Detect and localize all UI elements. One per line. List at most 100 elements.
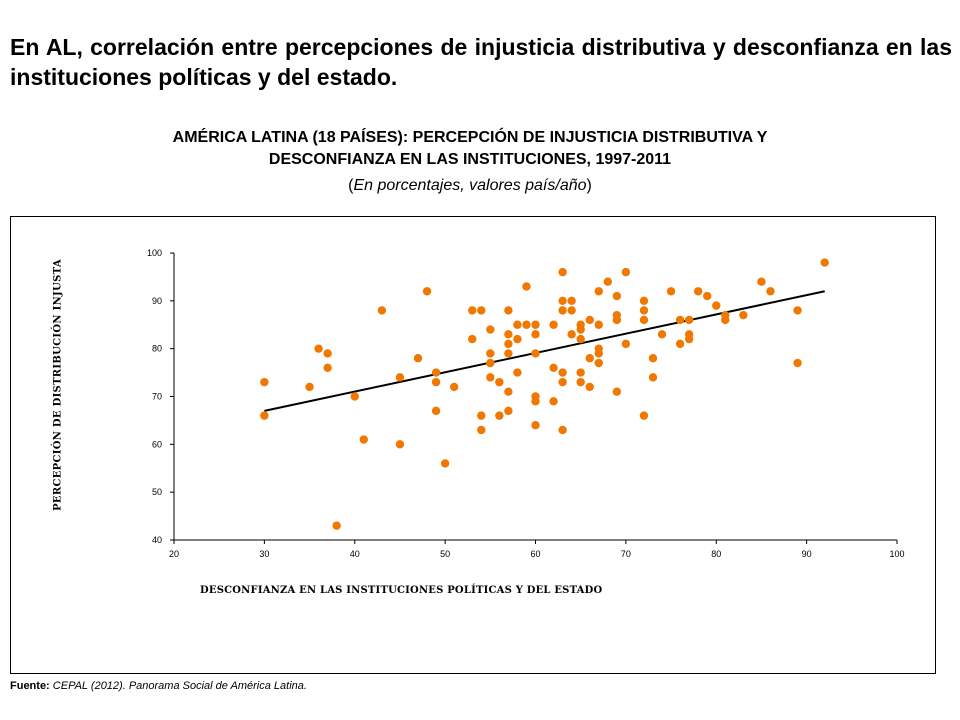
data-point: [395, 440, 405, 449]
data-point: [504, 387, 513, 396]
data-point: [612, 291, 622, 301]
data-point: [495, 377, 504, 387]
data-point: [712, 301, 721, 310]
data-point: [612, 315, 622, 325]
chart-title: AMÉRICA LATINA (18 PAÍSES): PERCEPCIÓN D…: [0, 127, 940, 171]
data-point: [558, 425, 567, 435]
data-point: [477, 411, 486, 420]
chart-frame: [10, 216, 936, 674]
data-point: [513, 320, 522, 329]
data-point: [350, 392, 359, 401]
y-tick-label: 40: [152, 535, 162, 545]
data-point: [531, 330, 540, 339]
data-point: [603, 277, 612, 286]
subtitle-close: ): [586, 177, 592, 194]
data-point: [531, 421, 540, 430]
data-point: [621, 339, 631, 349]
data-point: [486, 349, 495, 358]
data-point: [431, 406, 441, 416]
data-point: [594, 287, 603, 296]
data-point: [377, 306, 387, 315]
data-point: [576, 334, 585, 344]
trend-line: [264, 290, 825, 412]
data-point: [359, 435, 368, 444]
data-point: [468, 334, 477, 344]
data-point: [486, 373, 495, 382]
x-tick-label: 60: [530, 549, 540, 559]
data-point: [260, 377, 269, 387]
data-point: [567, 296, 576, 306]
data-point: [440, 459, 450, 468]
y-tick-label: 100: [147, 248, 162, 258]
data-point: [549, 320, 558, 329]
data-point: [504, 330, 513, 339]
y-tick-label: 50: [152, 487, 162, 497]
data-point: [558, 267, 567, 277]
data-point: [567, 330, 576, 339]
x-tick-label: 80: [711, 549, 721, 559]
data-point: [431, 368, 441, 377]
data-point: [639, 306, 649, 315]
source-text: CEPAL (2012). Panorama Social de América…: [52, 680, 307, 692]
data-point: [531, 349, 540, 358]
data-point: [504, 306, 513, 315]
data-point: [703, 291, 712, 301]
data-point: [449, 382, 459, 392]
data-point: [594, 358, 603, 368]
data-point: [413, 354, 423, 363]
data-point: [558, 377, 567, 387]
data-point: [693, 287, 703, 296]
x-tick-label: 70: [621, 549, 631, 559]
source-note: Fuente: CEPAL (2012). Panorama Social de…: [10, 680, 307, 692]
data-point: [585, 354, 594, 363]
chart-subtitle: (En porcentajes, valores país/año): [0, 175, 940, 197]
data-point: [721, 315, 730, 325]
data-point: [323, 363, 332, 372]
data-point: [657, 330, 667, 339]
data-point: [486, 325, 495, 334]
data-point: [531, 320, 540, 329]
headline: En AL, correlación entre percepciones de…: [10, 34, 952, 90]
data-point: [639, 315, 649, 325]
data-point: [477, 306, 486, 315]
x-tick-label: 90: [802, 549, 812, 559]
data-point: [666, 287, 676, 296]
subtitle-text: En porcentajes, valores país/año: [353, 177, 587, 194]
trend-line-group: [264, 290, 825, 412]
data-point: [549, 397, 558, 406]
y-axis-label: PERCEPCIÓN DE DISTRIBUCIÓN INJUSTA: [52, 259, 64, 511]
data-point: [558, 368, 567, 377]
data-point: [820, 258, 829, 267]
data-point: [576, 377, 585, 387]
data-point: [766, 287, 775, 296]
y-tick-label: 90: [152, 296, 162, 306]
data-point: [314, 344, 323, 353]
data-point: [684, 334, 694, 344]
data-point: [504, 349, 513, 358]
chart-title-line-2: DESCONFIANZA EN LAS INSTITUCIONES, 1997-…: [268, 151, 672, 168]
data-point: [323, 349, 332, 358]
data-point: [621, 267, 631, 277]
x-tick-label: 50: [440, 549, 450, 559]
data-point: [305, 382, 314, 392]
data-point: [395, 373, 405, 382]
data-point: [558, 306, 567, 315]
data-point: [612, 387, 622, 396]
x-axis-label: DESCONFIANZA EN LAS INSTITUCIONES POLÍTI…: [200, 585, 603, 596]
x-tick-label: 20: [169, 549, 179, 559]
data-point: [260, 411, 269, 420]
data-point: [757, 277, 766, 286]
data-point: [585, 382, 594, 392]
data-point: [793, 306, 802, 315]
x-tick-label: 100: [889, 549, 904, 559]
data-point: [468, 306, 477, 315]
x-tick-label: 30: [259, 549, 269, 559]
data-point: [431, 377, 441, 387]
data-point: [558, 296, 567, 306]
data-point: [549, 363, 558, 372]
data-point: [594, 320, 603, 329]
data-point: [648, 373, 658, 382]
data-point: [739, 310, 748, 320]
data-points: [260, 258, 829, 530]
